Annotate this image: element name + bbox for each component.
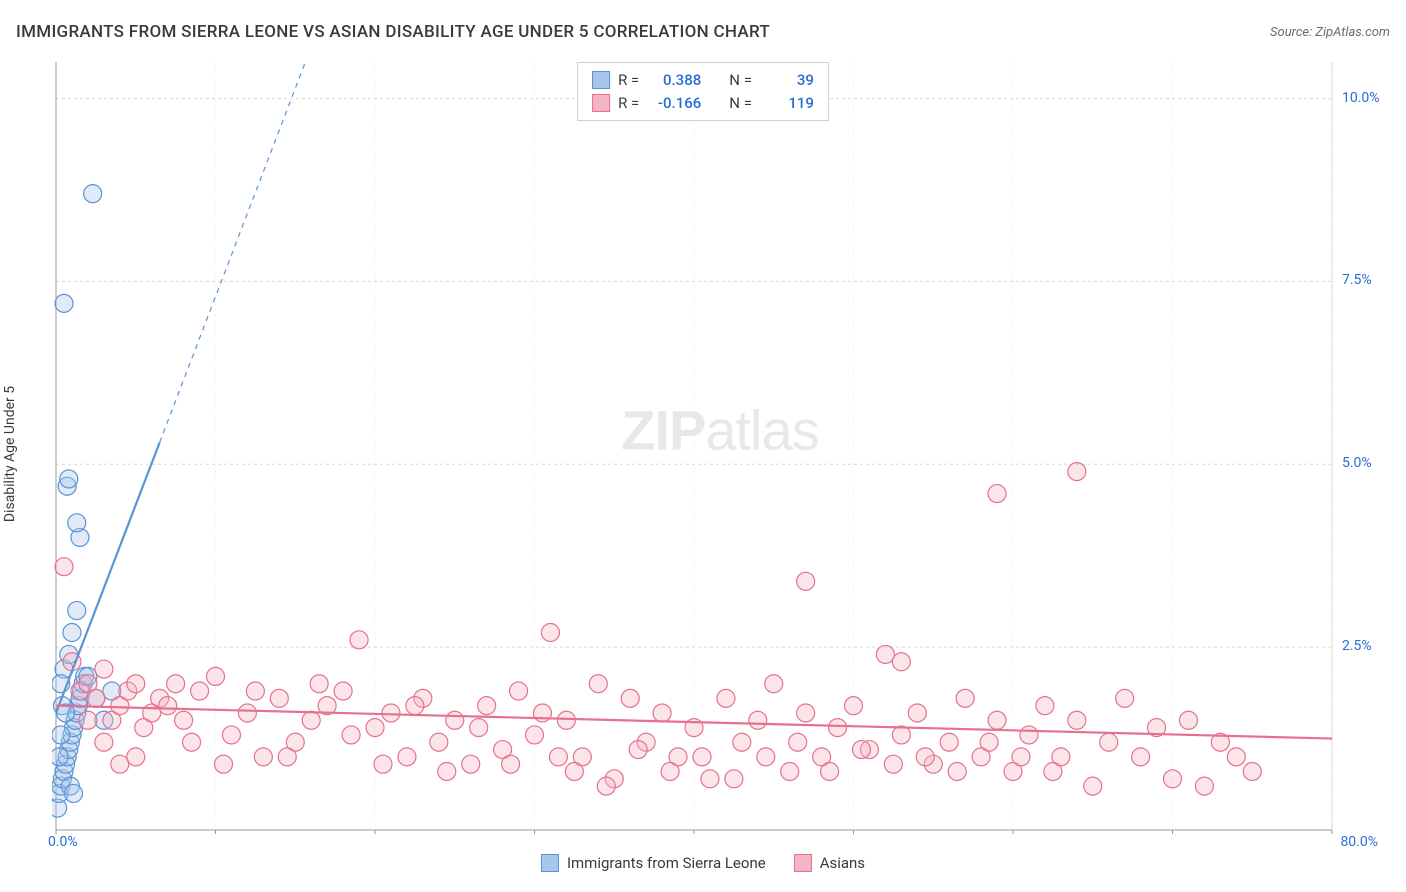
- y-tick-label: 2.5%: [1342, 638, 1372, 654]
- chart-container: ZIPatlas: [52, 58, 1388, 834]
- chart-title: IMMIGRANTS FROM SIERRA LEONE VS ASIAN DI…: [16, 22, 770, 42]
- bottom-legend: Immigrants from Sierra Leone Asians: [541, 854, 865, 872]
- r-value-series-1: 0.388: [647, 69, 701, 92]
- legend-label-series-1: Immigrants from Sierra Leone: [567, 854, 766, 872]
- swatch-series-2: [592, 94, 610, 112]
- y-tick-label: 5.0%: [1342, 455, 1372, 471]
- scatter-chart: [52, 58, 1388, 834]
- n-value-series-1: 39: [760, 69, 814, 92]
- stats-row-series-2: R = -0.166 N = 119: [592, 92, 814, 115]
- source-attribution: Source: ZipAtlas.com: [1270, 25, 1390, 40]
- legend-item-series-1: Immigrants from Sierra Leone: [541, 854, 766, 872]
- swatch-series-2: [794, 854, 812, 872]
- correlation-stats-box: R = 0.388 N = 39 R = -0.166 N = 119: [577, 62, 829, 121]
- legend-item-series-2: Asians: [794, 854, 865, 872]
- r-value-series-2: -0.166: [647, 92, 701, 115]
- swatch-series-1: [592, 71, 610, 89]
- x-tick-label: 80.0%: [1340, 834, 1378, 850]
- y-axis-label: Disability Age Under 5: [2, 386, 18, 522]
- legend-label-series-2: Asians: [820, 854, 865, 872]
- y-tick-label: 10.0%: [1342, 90, 1380, 106]
- stats-row-series-1: R = 0.388 N = 39: [592, 69, 814, 92]
- n-value-series-2: 119: [760, 92, 814, 115]
- y-tick-label: 7.5%: [1342, 272, 1372, 288]
- x-tick-label: 0.0%: [48, 834, 78, 850]
- swatch-series-1: [541, 854, 559, 872]
